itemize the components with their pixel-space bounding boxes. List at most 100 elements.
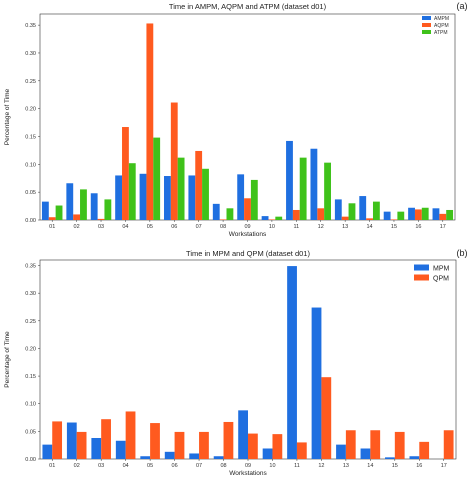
legend-swatch-atpm bbox=[422, 30, 431, 34]
chart-title-2: Time in MPM and QPM (dataset d01) bbox=[186, 249, 310, 258]
legend-label-atpm: ATPM bbox=[434, 30, 448, 36]
x-tick-label: 05 bbox=[147, 463, 153, 469]
x-tick-label: 08 bbox=[220, 224, 226, 230]
y-tick-label: 0.35 bbox=[25, 23, 36, 29]
bar-qpm-08 bbox=[223, 421, 234, 459]
bar-aqpm-06 bbox=[170, 102, 178, 220]
x-tick-label: 07 bbox=[196, 463, 202, 469]
bar-aqpm-17 bbox=[439, 213, 447, 220]
bar-mpm-07 bbox=[189, 453, 200, 459]
bar-mpm-03 bbox=[91, 437, 102, 459]
legend-swatch-mpm bbox=[414, 264, 429, 271]
x-tick-label: 09 bbox=[244, 224, 250, 230]
bar-atpm-14 bbox=[372, 201, 380, 220]
bar-ampm-14 bbox=[359, 196, 367, 220]
bar-atpm-07 bbox=[202, 168, 209, 220]
bar-mpm-15 bbox=[385, 457, 395, 459]
bar-qpm-06 bbox=[174, 431, 185, 459]
y-tick-label: 0.25 bbox=[25, 319, 36, 325]
panel-label-2: (b) bbox=[457, 248, 468, 258]
bar-mpm-02 bbox=[66, 422, 77, 459]
bar-qpm-11 bbox=[296, 442, 307, 459]
bar-atpm-15 bbox=[397, 211, 405, 220]
legend-swatch-qpm bbox=[414, 274, 429, 281]
x-tick-label: 02 bbox=[74, 224, 80, 230]
x-tick-label: 13 bbox=[342, 224, 348, 230]
x-tick-label: 03 bbox=[98, 224, 104, 230]
x-axis-label-2: Workstations bbox=[229, 470, 267, 477]
bar-ampm-01 bbox=[41, 201, 49, 220]
plot-frame-1 bbox=[39, 13, 456, 221]
bar-qpm-01 bbox=[52, 421, 63, 459]
bar-qpm-07 bbox=[199, 431, 209, 459]
bar-ampm-07 bbox=[188, 175, 196, 220]
legend-swatch-ampm bbox=[422, 16, 431, 20]
bar-atpm-06 bbox=[177, 157, 185, 220]
bar-ampm-10 bbox=[261, 216, 269, 220]
y-tick-label: 0.30 bbox=[25, 291, 36, 297]
y-axis-label-2: Percentage of Time bbox=[4, 331, 11, 388]
legend-label-aqpm: AQPM bbox=[434, 23, 449, 29]
bar-mpm-08 bbox=[213, 456, 224, 459]
y-tick-label: 0.20 bbox=[25, 107, 36, 113]
y-tick-label: 0.35 bbox=[25, 264, 36, 270]
bar-aqpm-05 bbox=[146, 23, 154, 221]
x-tick-label: 09 bbox=[245, 463, 251, 469]
bar-ampm-17 bbox=[432, 208, 440, 220]
bar-qpm-03 bbox=[101, 419, 111, 459]
bar-aqpm-04 bbox=[122, 127, 129, 220]
x-tick-label: 14 bbox=[366, 224, 372, 230]
bar-atpm-02 bbox=[80, 189, 87, 220]
bar-mpm-13 bbox=[336, 444, 346, 459]
x-tick-label: 10 bbox=[269, 463, 275, 469]
panel-label-1: (a) bbox=[457, 1, 468, 11]
bar-qpm-14 bbox=[370, 430, 381, 459]
bar-qpm-10 bbox=[272, 434, 283, 459]
bar-aqpm-10 bbox=[268, 219, 276, 220]
y-tick-label: 0.30 bbox=[25, 51, 36, 57]
y-axis-label-1: Percentage of Time bbox=[4, 88, 11, 145]
bar-ampm-04 bbox=[115, 175, 123, 220]
legend-label-ampm: AMPM bbox=[434, 16, 449, 22]
bar-atpm-03 bbox=[104, 199, 112, 220]
bar-ampm-13 bbox=[334, 199, 342, 220]
bar-ampm-06 bbox=[164, 176, 171, 220]
bar-aqpm-16 bbox=[414, 209, 422, 220]
x-tick-label: 08 bbox=[220, 463, 226, 469]
bar-ampm-11 bbox=[286, 140, 293, 220]
y-tick-label: 0.15 bbox=[25, 374, 36, 380]
bar-qpm-12 bbox=[321, 377, 332, 459]
bar-atpm-16 bbox=[421, 207, 429, 220]
y-tick-label: 0.20 bbox=[25, 346, 36, 352]
bar-mpm-01 bbox=[42, 444, 53, 459]
y-tick-label: 0.00 bbox=[25, 457, 36, 463]
x-tick-label: 10 bbox=[269, 224, 275, 230]
bar-ampm-05 bbox=[139, 173, 147, 220]
bar-mpm-09 bbox=[238, 410, 248, 459]
x-tick-label: 01 bbox=[49, 463, 55, 469]
bar-aqpm-12 bbox=[317, 208, 325, 220]
x-tick-label: 17 bbox=[440, 224, 446, 230]
x-tick-label: 07 bbox=[196, 224, 202, 230]
bar-qpm-15 bbox=[394, 431, 405, 459]
bar-aqpm-07 bbox=[195, 150, 203, 220]
legend-swatch-aqpm bbox=[422, 23, 431, 27]
bar-atpm-17 bbox=[446, 209, 454, 220]
bar-atpm-08 bbox=[226, 208, 234, 220]
bar-aqpm-01 bbox=[48, 217, 56, 220]
bar-ampm-09 bbox=[237, 174, 245, 220]
bar-mpm-04 bbox=[115, 440, 126, 459]
x-tick-label: 13 bbox=[343, 463, 349, 469]
bar-ampm-12 bbox=[310, 148, 318, 220]
bar-aqpm-08 bbox=[219, 219, 227, 220]
bar-mpm-14 bbox=[360, 448, 371, 459]
bar-aqpm-02 bbox=[73, 214, 81, 220]
bar-mpm-11 bbox=[287, 266, 297, 459]
bar-mpm-06 bbox=[164, 451, 175, 459]
x-tick-label: 04 bbox=[123, 463, 129, 469]
bar-aqpm-03 bbox=[97, 218, 105, 220]
bar-qpm-16 bbox=[419, 441, 430, 459]
x-tick-label: 11 bbox=[293, 224, 299, 230]
bar-atpm-09 bbox=[250, 179, 258, 220]
